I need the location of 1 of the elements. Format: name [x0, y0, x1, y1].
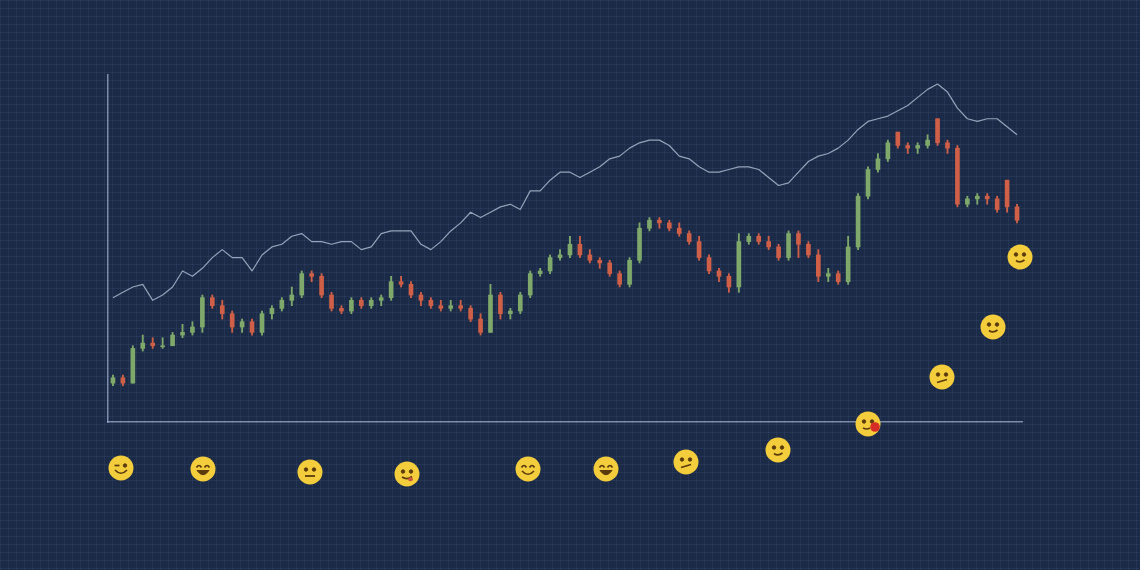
- candlestick: [160, 337, 165, 349]
